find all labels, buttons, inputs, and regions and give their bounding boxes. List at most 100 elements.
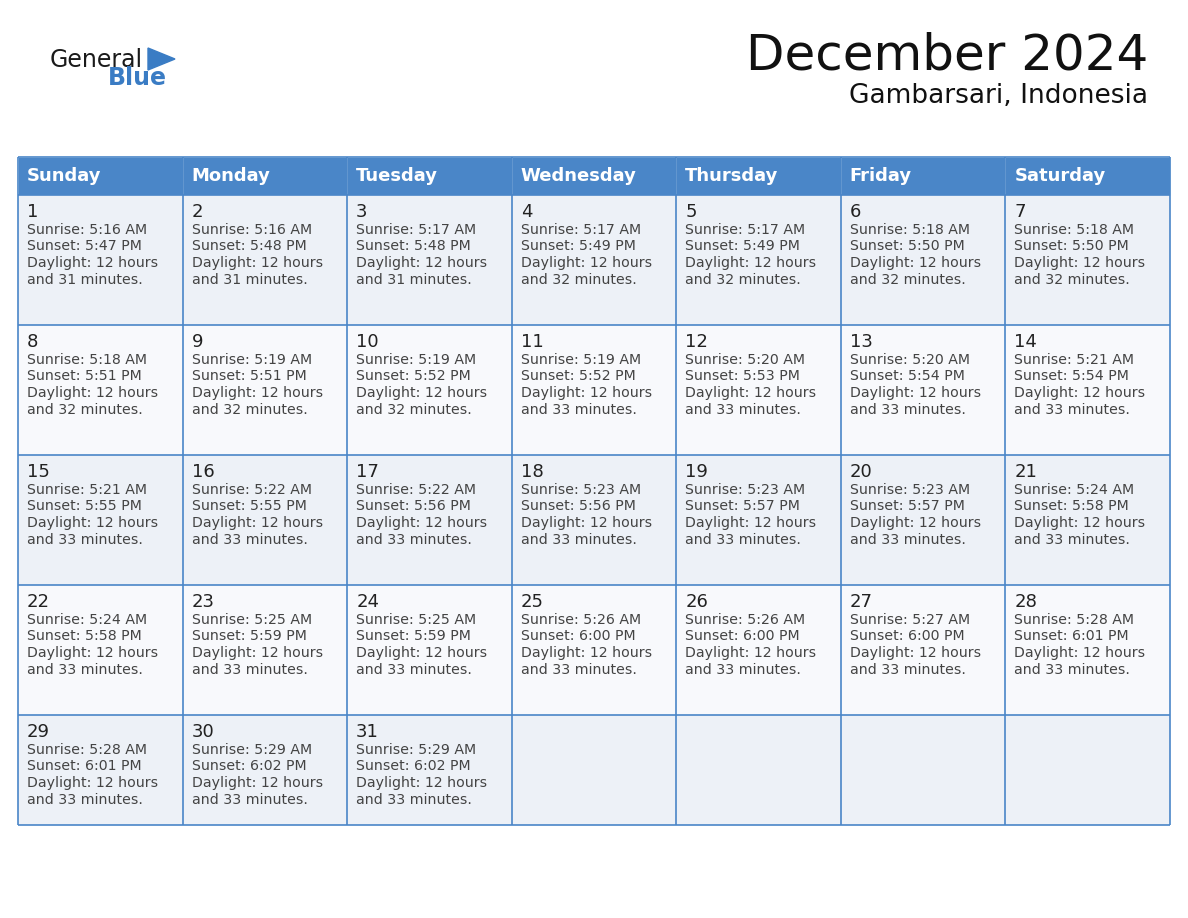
Text: Sunset: 5:57 PM: Sunset: 5:57 PM xyxy=(685,499,801,513)
Text: 4: 4 xyxy=(520,203,532,221)
Bar xyxy=(1005,715,1170,825)
Text: Sunrise: 5:28 AM: Sunrise: 5:28 AM xyxy=(27,743,147,757)
Text: Daylight: 12 hours: Daylight: 12 hours xyxy=(27,776,158,790)
Text: Daylight: 12 hours: Daylight: 12 hours xyxy=(1015,646,1145,660)
Text: December 2024: December 2024 xyxy=(746,32,1148,80)
Text: 11: 11 xyxy=(520,333,543,351)
Text: Sunset: 5:55 PM: Sunset: 5:55 PM xyxy=(27,499,141,513)
Text: 14: 14 xyxy=(1015,333,1037,351)
Text: 18: 18 xyxy=(520,463,543,481)
Bar xyxy=(676,325,841,455)
Text: Daylight: 12 hours: Daylight: 12 hours xyxy=(356,646,487,660)
Text: Daylight: 12 hours: Daylight: 12 hours xyxy=(356,386,487,400)
Text: and 33 minutes.: and 33 minutes. xyxy=(849,532,966,546)
Bar xyxy=(1005,157,1170,195)
Text: Sunset: 5:49 PM: Sunset: 5:49 PM xyxy=(520,240,636,253)
Text: 24: 24 xyxy=(356,593,379,611)
Text: Sunset: 5:52 PM: Sunset: 5:52 PM xyxy=(520,370,636,384)
Text: 10: 10 xyxy=(356,333,379,351)
Bar xyxy=(841,325,1005,455)
Text: Sunrise: 5:16 AM: Sunrise: 5:16 AM xyxy=(27,223,147,237)
Bar xyxy=(1005,325,1170,455)
Text: Sunrise: 5:23 AM: Sunrise: 5:23 AM xyxy=(520,483,640,497)
Text: Daylight: 12 hours: Daylight: 12 hours xyxy=(27,646,158,660)
Bar xyxy=(676,585,841,715)
Text: Sunrise: 5:24 AM: Sunrise: 5:24 AM xyxy=(27,613,147,627)
Bar xyxy=(676,715,841,825)
Text: Sunset: 6:02 PM: Sunset: 6:02 PM xyxy=(191,759,307,774)
Text: Sunset: 6:01 PM: Sunset: 6:01 PM xyxy=(1015,630,1129,644)
Text: Daylight: 12 hours: Daylight: 12 hours xyxy=(685,256,816,270)
Text: Daylight: 12 hours: Daylight: 12 hours xyxy=(27,516,158,530)
Bar xyxy=(676,455,841,585)
Text: Daylight: 12 hours: Daylight: 12 hours xyxy=(191,386,323,400)
Text: Sunset: 6:00 PM: Sunset: 6:00 PM xyxy=(849,630,965,644)
Bar xyxy=(1005,195,1170,325)
Text: 19: 19 xyxy=(685,463,708,481)
Text: Daylight: 12 hours: Daylight: 12 hours xyxy=(685,386,816,400)
Text: 25: 25 xyxy=(520,593,544,611)
Bar xyxy=(1005,585,1170,715)
Bar xyxy=(347,455,512,585)
Text: Sunset: 5:54 PM: Sunset: 5:54 PM xyxy=(1015,370,1130,384)
Text: 31: 31 xyxy=(356,723,379,741)
Text: and 33 minutes.: and 33 minutes. xyxy=(27,792,143,807)
Text: and 33 minutes.: and 33 minutes. xyxy=(191,532,308,546)
Text: Sunrise: 5:20 AM: Sunrise: 5:20 AM xyxy=(685,353,805,367)
Text: Sunset: 5:54 PM: Sunset: 5:54 PM xyxy=(849,370,965,384)
Text: Daylight: 12 hours: Daylight: 12 hours xyxy=(849,256,981,270)
Text: Sunrise: 5:18 AM: Sunrise: 5:18 AM xyxy=(27,353,147,367)
Text: Sunrise: 5:17 AM: Sunrise: 5:17 AM xyxy=(520,223,640,237)
Text: 7: 7 xyxy=(1015,203,1026,221)
Text: Sunset: 5:51 PM: Sunset: 5:51 PM xyxy=(191,370,307,384)
Text: Sunset: 5:47 PM: Sunset: 5:47 PM xyxy=(27,240,141,253)
Text: and 33 minutes.: and 33 minutes. xyxy=(356,792,472,807)
Bar xyxy=(183,585,347,715)
Text: 12: 12 xyxy=(685,333,708,351)
Text: and 33 minutes.: and 33 minutes. xyxy=(685,532,801,546)
Text: Sunset: 5:53 PM: Sunset: 5:53 PM xyxy=(685,370,801,384)
Text: Sunrise: 5:23 AM: Sunrise: 5:23 AM xyxy=(849,483,969,497)
Text: Sunset: 5:55 PM: Sunset: 5:55 PM xyxy=(191,499,307,513)
Text: 27: 27 xyxy=(849,593,873,611)
Text: 29: 29 xyxy=(27,723,50,741)
Text: Sunrise: 5:19 AM: Sunrise: 5:19 AM xyxy=(191,353,311,367)
Bar xyxy=(183,157,347,195)
Text: General: General xyxy=(50,48,143,72)
Bar xyxy=(18,325,183,455)
Text: Daylight: 12 hours: Daylight: 12 hours xyxy=(356,256,487,270)
Text: Sunset: 5:50 PM: Sunset: 5:50 PM xyxy=(1015,240,1129,253)
Text: Sunrise: 5:25 AM: Sunrise: 5:25 AM xyxy=(191,613,311,627)
Bar xyxy=(512,195,676,325)
Bar xyxy=(18,157,183,195)
Text: Sunset: 5:48 PM: Sunset: 5:48 PM xyxy=(191,240,307,253)
Text: 15: 15 xyxy=(27,463,50,481)
Text: and 31 minutes.: and 31 minutes. xyxy=(356,273,472,286)
Text: Gambarsari, Indonesia: Gambarsari, Indonesia xyxy=(849,83,1148,109)
Text: and 33 minutes.: and 33 minutes. xyxy=(520,402,637,417)
Text: Sunset: 6:01 PM: Sunset: 6:01 PM xyxy=(27,759,141,774)
Text: and 32 minutes.: and 32 minutes. xyxy=(849,273,966,286)
Bar xyxy=(18,195,183,325)
Bar xyxy=(841,585,1005,715)
Text: and 32 minutes.: and 32 minutes. xyxy=(191,402,308,417)
Text: Sunset: 5:57 PM: Sunset: 5:57 PM xyxy=(849,499,965,513)
Text: Sunrise: 5:19 AM: Sunrise: 5:19 AM xyxy=(520,353,640,367)
Bar xyxy=(18,715,183,825)
Text: and 32 minutes.: and 32 minutes. xyxy=(1015,273,1130,286)
Text: and 33 minutes.: and 33 minutes. xyxy=(356,663,472,677)
Text: Sunset: 5:59 PM: Sunset: 5:59 PM xyxy=(191,630,307,644)
Text: Sunset: 5:51 PM: Sunset: 5:51 PM xyxy=(27,370,141,384)
Text: Daylight: 12 hours: Daylight: 12 hours xyxy=(1015,256,1145,270)
Text: Daylight: 12 hours: Daylight: 12 hours xyxy=(685,516,816,530)
Bar xyxy=(512,455,676,585)
Text: and 31 minutes.: and 31 minutes. xyxy=(27,273,143,286)
Text: Sunday: Sunday xyxy=(27,167,101,185)
Text: 5: 5 xyxy=(685,203,697,221)
Text: Sunrise: 5:26 AM: Sunrise: 5:26 AM xyxy=(685,613,805,627)
Text: and 31 minutes.: and 31 minutes. xyxy=(191,273,308,286)
Bar xyxy=(18,455,183,585)
Bar xyxy=(183,455,347,585)
Text: and 33 minutes.: and 33 minutes. xyxy=(520,663,637,677)
Text: Sunset: 6:00 PM: Sunset: 6:00 PM xyxy=(520,630,636,644)
